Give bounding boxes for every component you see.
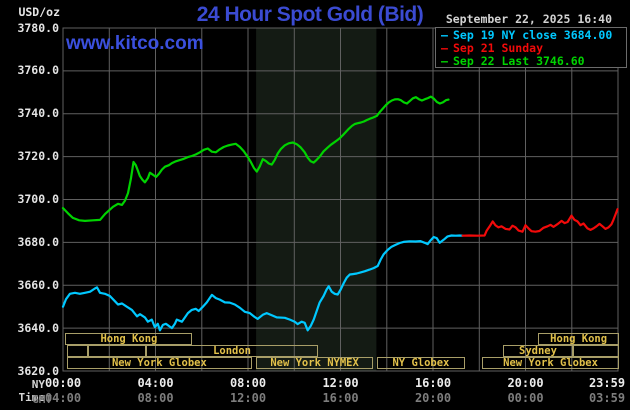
session-label: Hong Kong — [100, 333, 158, 345]
gmt-tick-label: 08:00 — [137, 391, 174, 405]
ny-time-tick-label: 16:00 — [414, 376, 452, 390]
legend-item-1: – Sep 21 Sunday — [436, 42, 626, 55]
page-title: 24 Hour Spot Gold (Bid) — [196, 3, 424, 26]
series-line-2 — [61, 95, 450, 222]
session-box — [572, 345, 620, 357]
session-box-sydney: Sydney — [503, 345, 573, 357]
legend-item-text: Sep 19 NY close 3684.00 — [453, 28, 613, 42]
y-tick-label: 3640.0 — [17, 320, 59, 335]
ny-time-tick-label: 20:00 — [507, 376, 544, 390]
legend-item-text: Sep 21 Sunday — [453, 41, 544, 55]
y-axis-unit-label: USD/oz — [18, 5, 60, 19]
legend: – Sep 19 NY close 3684.00– Sep 21 Sunday – S… — [435, 27, 627, 68]
session-label: Sydney — [519, 345, 557, 357]
session-label: NY Globex — [392, 357, 450, 369]
session-box-hong-kong: Hong Kong — [538, 333, 620, 345]
session-label: London — [213, 345, 252, 357]
plot-border — [62, 27, 619, 372]
legend-dash-icon: – — [441, 41, 448, 55]
session-label: Hong Kong — [550, 333, 608, 345]
gmt-tick-label: 16:00 — [322, 391, 359, 405]
gmt-tick-label: 20:00 — [414, 391, 452, 405]
y-tick-label: 3700.0 — [17, 192, 59, 206]
session-box-ny-globex: NY Globex — [377, 357, 465, 369]
session-box-new-york-globex: New York Globex — [66, 357, 252, 369]
y-tick-label: 3660.0 — [17, 277, 59, 292]
session-box-new-york-nymex: New York NYMEX — [256, 357, 374, 369]
session-box-hong-kong: Hong Kong — [65, 333, 193, 345]
gmt-tick-label: 03:59 — [588, 391, 626, 405]
ny-time-tick-label: 04:00 — [137, 376, 174, 390]
y-tick-label: 3740.0 — [17, 106, 59, 121]
y-tick-label: 3780.0 — [17, 20, 59, 35]
kitco-watermark-link[interactable]: www.kitco.com — [66, 33, 204, 54]
y-tick-label: 3720.0 — [17, 149, 59, 164]
legend-item-2: – Sep 22 Last 3746.60 — [436, 55, 626, 68]
ny-time-tick-label: 12:00 — [322, 376, 359, 390]
y-tick-label: 3760.0 — [17, 63, 59, 78]
gmt-tick-label: 04:00 — [44, 391, 82, 405]
gmt-tick-label: 12:00 — [229, 391, 267, 405]
session-box — [66, 345, 88, 357]
session-label: New York Globex — [111, 357, 207, 369]
chart-datetime: September 22, 2025 16:40 — [445, 12, 612, 26]
session-box-london: London — [146, 345, 319, 357]
gmt-axis-caption: GMT — [32, 393, 52, 406]
ny-time-tick-label: 23:59 — [588, 376, 626, 390]
session-label: New York NYMEX — [270, 357, 359, 369]
legend-item-text: Sep 22 Last 3746.60 — [453, 54, 585, 68]
ny-time-tick-label: 08:00 — [229, 376, 267, 390]
legend-item-0: – Sep 19 NY close 3684.00 — [436, 29, 626, 42]
y-tick-label: 3620.0 — [17, 363, 59, 378]
ny-time-tick-label: 00:00 — [44, 376, 82, 390]
series-line-1 — [461, 208, 619, 237]
legend-dash-icon: – — [441, 54, 448, 68]
session-label: New York Globex — [503, 357, 598, 369]
series-line-0 — [61, 234, 464, 332]
gmt-tick-label: 00:00 — [507, 391, 544, 405]
legend-dash-icon: – — [441, 28, 448, 42]
session-box-new-york-globex: New York Globex — [482, 357, 620, 369]
y-tick-label: 3680.0 — [17, 234, 59, 249]
ny-time-axis-caption: NY Time — [18, 378, 46, 404]
session-box — [88, 345, 146, 357]
